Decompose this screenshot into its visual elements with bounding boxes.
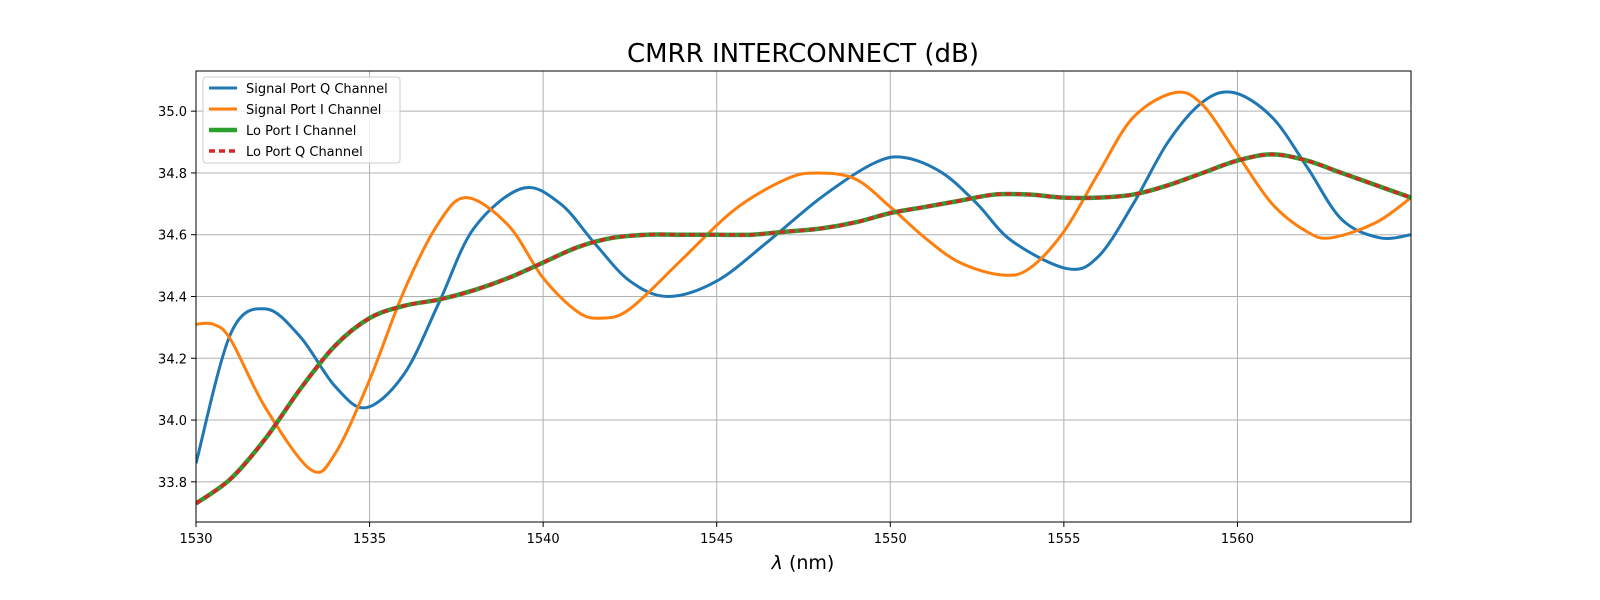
y-tick-label: 34.8 (158, 167, 187, 182)
x-tick-label: 1540 (527, 532, 560, 547)
series-layer (196, 90, 1411, 506)
grid-lines (195, 71, 1411, 522)
y-tick-label: 35.0 (158, 105, 187, 120)
x-tick-label: 1530 (179, 532, 212, 547)
x-axis-label-symbol: λ (771, 552, 783, 574)
y-tick-label: 34.4 (158, 291, 187, 306)
y-tick-label: 34.6 (158, 229, 187, 244)
series-line-signal-port-q-channel (196, 90, 1411, 464)
x-tick-label: 1560 (1221, 532, 1254, 547)
y-tick-label: 34.2 (158, 352, 187, 367)
y-tick-label: 34.0 (158, 414, 187, 429)
x-tick-label: 1550 (874, 532, 907, 547)
legend-label: Lo Port I Channel (246, 124, 356, 139)
x-axis-label: λ (nm) (771, 552, 835, 574)
legend-label: Lo Port Q Channel (246, 145, 363, 160)
x-tick-label: 1555 (1047, 532, 1080, 547)
series-line-lo-port-q-channel (196, 152, 1411, 505)
y-axis: 33.8 34.0 34.2 34.4 34.6 34.8 35.0 (158, 105, 196, 491)
legend-box (202, 76, 401, 164)
x-axis: 1530 1535 1540 1545 1550 1555 1560 (179, 522, 1254, 547)
x-axis-label-unit: (nm) (783, 552, 834, 574)
legend: Signal Port Q Channel Signal Port I Chann… (202, 76, 401, 164)
x-tick-label: 1545 (700, 532, 733, 547)
series-line-signal-port-i-channel (196, 90, 1411, 474)
x-tick-label: 1535 (353, 532, 386, 547)
y-tick-label: 33.8 (158, 476, 187, 491)
legend-label: Signal Port Q Channel (246, 82, 388, 97)
chart-title: CMRR INTERCONNECT (dB) (627, 39, 979, 69)
legend-label: Signal Port I Channel (246, 103, 381, 118)
